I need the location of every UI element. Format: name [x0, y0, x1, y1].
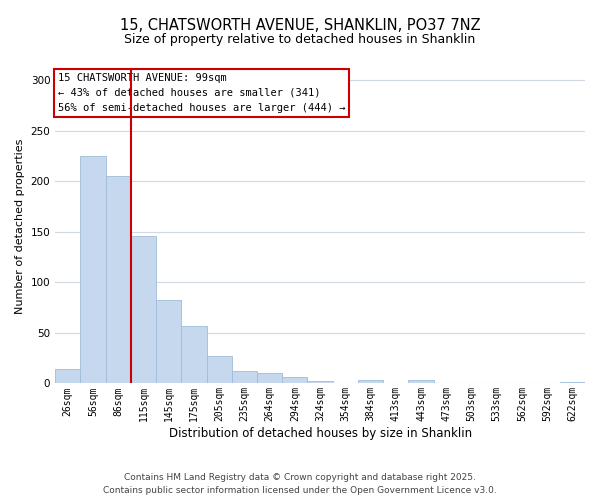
Bar [106, 176, 131, 384]
Bar [307, 382, 332, 384]
Bar [131, 236, 156, 384]
Bar [409, 380, 434, 384]
Bar [232, 372, 257, 384]
X-axis label: Distribution of detached houses by size in Shanklin: Distribution of detached houses by size … [169, 427, 472, 440]
Text: Contains HM Land Registry data © Crown copyright and database right 2025.
Contai: Contains HM Land Registry data © Crown c… [103, 474, 497, 495]
Text: 15, CHATSWORTH AVENUE, SHANKLIN, PO37 7NZ: 15, CHATSWORTH AVENUE, SHANKLIN, PO37 7N… [119, 18, 481, 32]
Bar [257, 374, 282, 384]
Bar [156, 300, 181, 384]
Bar [55, 370, 80, 384]
Bar [560, 382, 585, 384]
Text: 15 CHATSWORTH AVENUE: 99sqm
← 43% of detached houses are smaller (341)
56% of se: 15 CHATSWORTH AVENUE: 99sqm ← 43% of det… [58, 73, 346, 112]
Bar [80, 156, 106, 384]
Bar [358, 380, 383, 384]
Bar [206, 356, 232, 384]
Text: Size of property relative to detached houses in Shanklin: Size of property relative to detached ho… [124, 32, 476, 46]
Bar [181, 326, 206, 384]
Y-axis label: Number of detached properties: Number of detached properties [15, 139, 25, 314]
Bar [282, 378, 307, 384]
